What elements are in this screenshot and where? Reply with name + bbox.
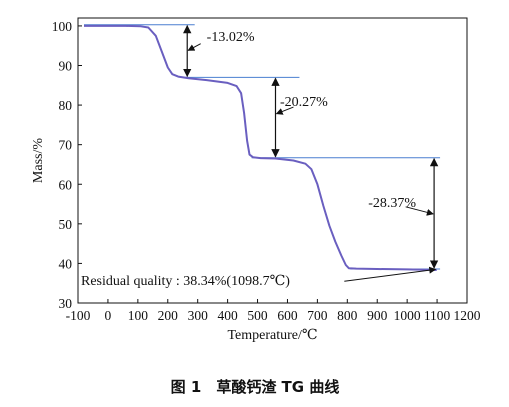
y-tick-label: 90: [59, 59, 73, 74]
x-tick-label: 0: [105, 308, 112, 323]
x-tick-label: 600: [277, 308, 298, 323]
residual-pointer: [344, 266, 437, 282]
x-tick-label: 800: [337, 308, 358, 323]
x-tick-label: 400: [217, 308, 238, 323]
y-tick-label: 70: [59, 138, 73, 153]
y-tick-label: 30: [59, 296, 73, 311]
mass-loss-label: -20.27%: [280, 95, 328, 110]
x-tick-label: 200: [158, 308, 179, 323]
mass-loss-label: -28.37%: [368, 196, 416, 211]
y-tick-label: 60: [59, 177, 73, 192]
x-tick-label: 300: [188, 308, 209, 323]
y-tick-label: 50: [59, 217, 73, 232]
y-axis-title: Mass/%: [31, 138, 46, 183]
plot-area: -100 0 100 200 300 400 500 600 700 800 900 1000 1100…: [31, 17, 481, 343]
y-tick-label: 100: [52, 19, 73, 34]
x-tick-label: 1000: [394, 308, 421, 323]
x-tick-label: -100: [66, 308, 91, 323]
x-tick-label: 500: [247, 308, 268, 323]
tg-curve: [84, 24, 437, 271]
residual-label: Residual quality : 38.34%(1098.7℃): [81, 274, 290, 289]
y-tick-label: 40: [59, 256, 73, 271]
x-tick-label: 100: [128, 308, 149, 323]
x-tick-label: 1100: [424, 308, 451, 323]
annotation-pointer: [405, 206, 434, 216]
x-tick-label: 1200: [454, 308, 481, 323]
x-tick-label: 700: [307, 308, 328, 323]
figure-caption: 图 1 草酸钙渣 TG 曲线: [171, 378, 340, 396]
x-axis-title: Temperature/℃: [227, 328, 317, 343]
annotation-pointer: [187, 43, 201, 51]
x-tick-label: 900: [367, 308, 388, 323]
annotation-pointer: [275, 106, 294, 115]
plot-frame: [77, 17, 468, 304]
y-tick-label: 80: [59, 98, 73, 113]
mass-loss-label: -13.02%: [207, 30, 255, 45]
